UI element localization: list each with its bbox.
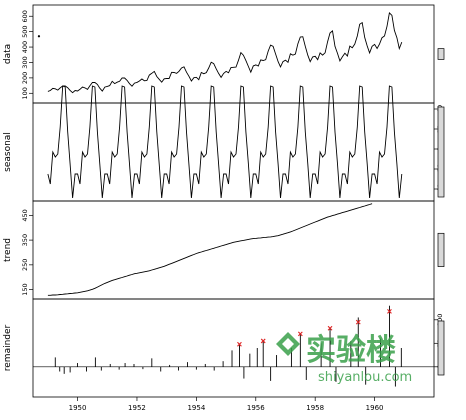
panel-trend: 150 250 350 450 trend — [3, 201, 444, 299]
isolated-point — [38, 35, 40, 37]
y-tick-label-trend: 150 — [21, 283, 29, 295]
x-axis: 1950 1952 1954 1956 1958 1960 — [69, 397, 384, 412]
y-axis-label-trend: trend — [3, 238, 13, 262]
y-tick-label-trend: 450 — [21, 209, 29, 221]
x-tick-label: 1958 — [306, 404, 324, 412]
watermark-text: 实验楼 — [306, 333, 396, 368]
panel-frame-seasonal — [33, 103, 434, 201]
y-axis-label-data: data — [3, 44, 13, 64]
panel-frame-data — [33, 5, 434, 103]
y-tick-label-trend: 250 — [21, 259, 29, 271]
y-tick-label-data: 300 — [21, 56, 29, 68]
x-tick-label: 1950 — [69, 404, 87, 412]
y-tick-label-data: 100 — [21, 87, 29, 99]
watermark-subtext: shiyanlou.com — [318, 370, 412, 385]
x-tick-label: 1956 — [247, 404, 265, 412]
y-axis-label-seasonal: seasonal — [3, 132, 13, 172]
range-bar-remainder — [438, 321, 444, 375]
panel-data: 100 200 300 400 500 600 data — [3, 5, 444, 103]
x-tick-label: 1954 — [187, 404, 205, 412]
shiyanlou-watermark: 实验楼 shiyanlou.com — [276, 332, 412, 385]
range-bar-data — [438, 49, 444, 60]
x-tick-label: 1960 — [366, 404, 384, 412]
x-tick-label: 1952 — [128, 404, 146, 412]
range-bar-seasonal — [438, 107, 444, 197]
y-tick-label-data: 400 — [21, 41, 29, 53]
y-tick-label-data: 600 — [21, 10, 29, 22]
series-line-trend — [48, 204, 372, 296]
y-tick-label-data: 200 — [21, 72, 29, 84]
y-tick-label-trend: 350 — [21, 234, 29, 246]
y-tick-label-data: 500 — [21, 25, 29, 37]
y-axis-label-remainder: remainder — [3, 324, 13, 371]
panel-seasonal: -40-2002040seasonal — [3, 86, 444, 201]
panel-frame-trend — [33, 201, 434, 299]
watermark-logo-icon — [276, 332, 300, 356]
range-bar-trend — [438, 233, 444, 266]
series-line-data — [48, 13, 402, 93]
